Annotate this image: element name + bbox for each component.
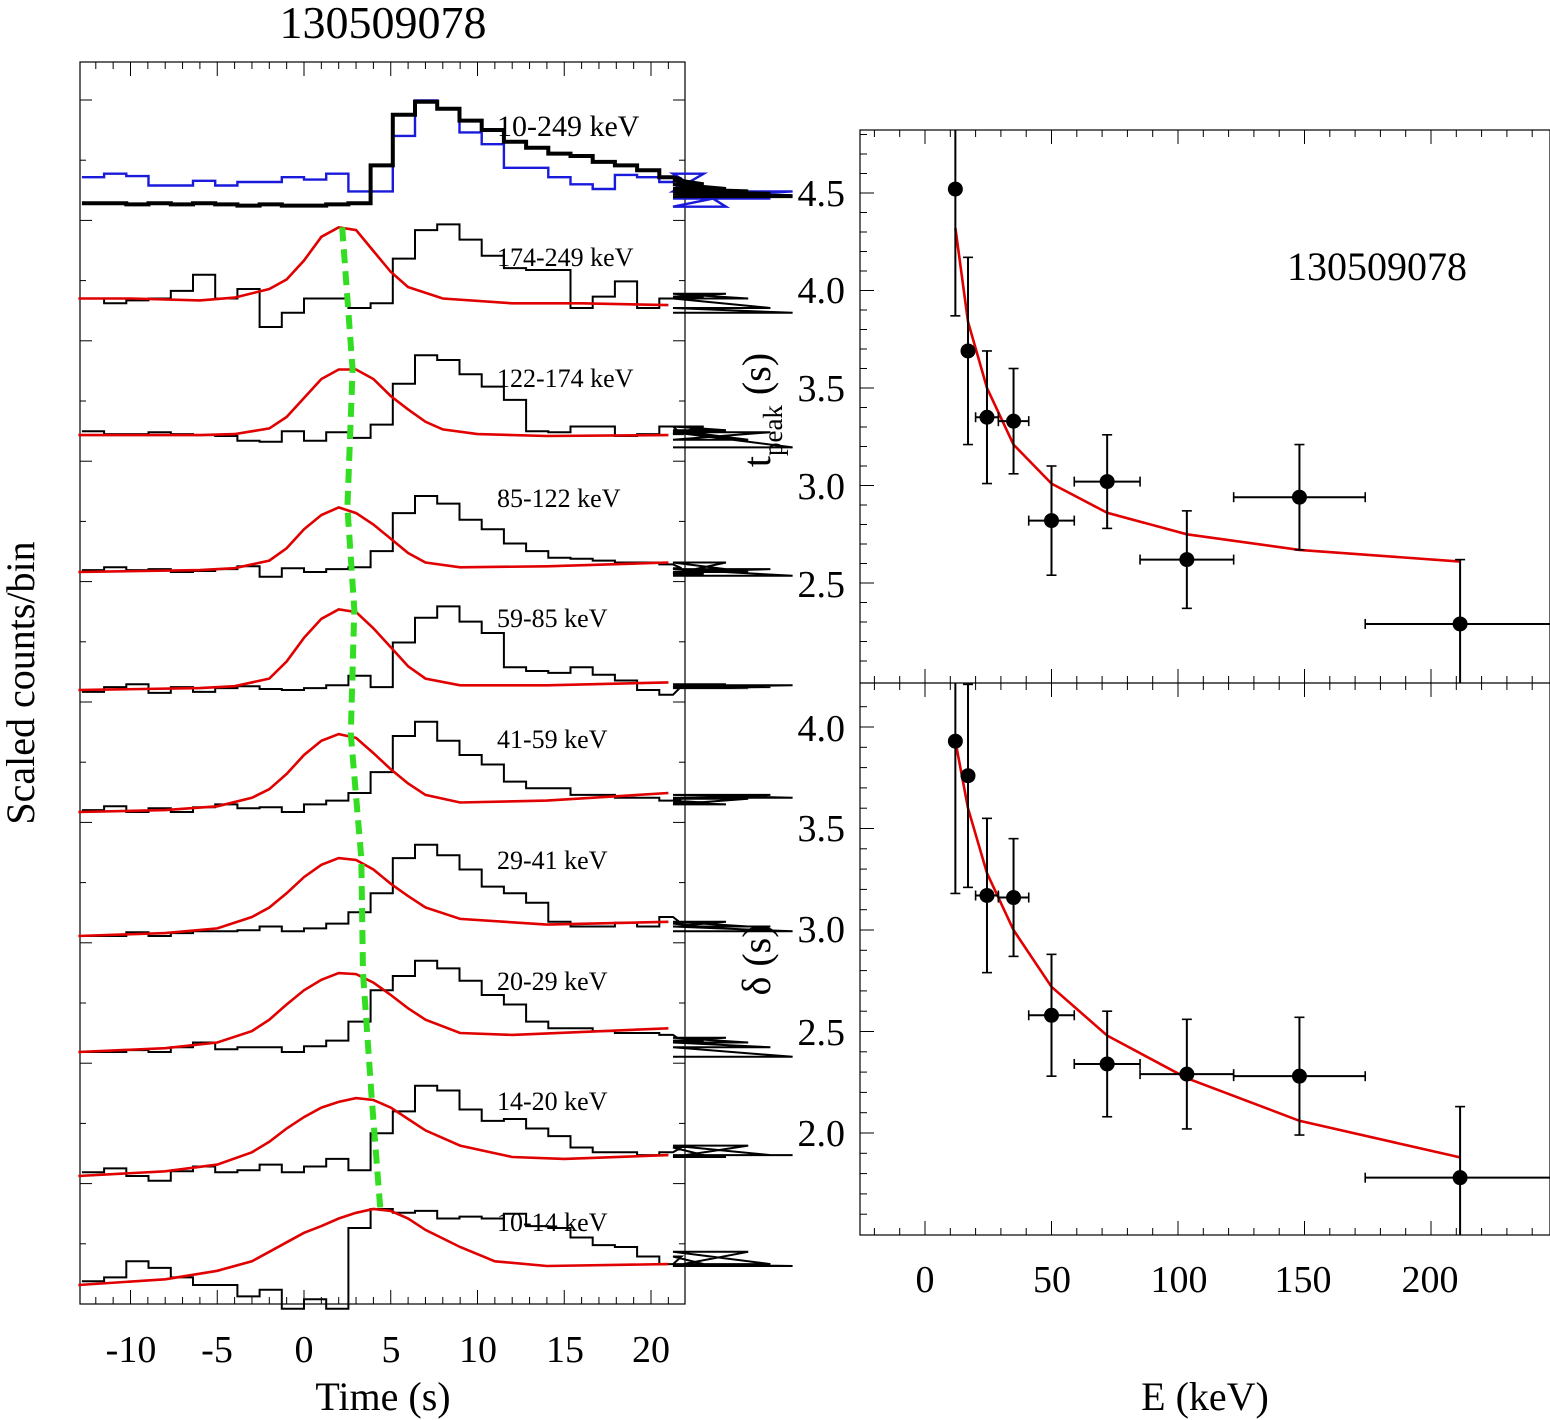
top-y-tick-label: 4.5 — [798, 173, 846, 215]
left-panel: 130509078 -10 -5 0 5 10 15 20 Time (s) S… — [0, 0, 793, 1419]
data-point — [979, 409, 995, 425]
band-label: 85-122 keV — [497, 484, 621, 513]
lightcurve-histogram — [81, 354, 793, 449]
lightcurve-histogram — [81, 99, 793, 208]
left-x-tick-label: 0 — [295, 1329, 314, 1371]
left-y-axis-label: Scaled counts/bin — [0, 541, 43, 824]
bottom-y-tick-label: 3.0 — [798, 909, 846, 951]
band-label: 122-174 keV — [497, 364, 634, 393]
band-label: 41-59 keV — [497, 725, 608, 754]
peak-trend — [339, 227, 384, 1210]
fit-curve — [954, 740, 1461, 1159]
left-x-tick-label: 20 — [632, 1329, 670, 1371]
data-point — [1099, 474, 1115, 490]
lightcurve-fit — [78, 607, 669, 692]
left-x-tick-label: 5 — [382, 1329, 401, 1371]
data-point — [947, 733, 963, 749]
right-x-tick-label: 150 — [1275, 1259, 1332, 1301]
band-label: 10-249 keV — [497, 110, 640, 143]
data-point — [1452, 1170, 1468, 1186]
bottom-y-tick-label: 2.5 — [798, 1012, 846, 1054]
data-point — [1291, 1068, 1307, 1084]
top-y-tick-label: 3.5 — [798, 368, 846, 410]
left-axis-ticks — [80, 62, 685, 1304]
lightcurve-histogram — [81, 495, 793, 578]
lightcurve-histogram — [81, 1084, 793, 1182]
top-y-tick-label: 4.0 — [798, 270, 846, 312]
top-y-axis-label-main: t — [734, 456, 779, 467]
top-scatter — [947, 130, 1550, 683]
data-point — [1006, 413, 1022, 429]
lightcurve-histogram — [81, 1208, 793, 1310]
lightcurve-fit — [78, 732, 669, 814]
top-y-tick-label: 3.0 — [798, 466, 846, 508]
band-labels: 10-249 keV 174-249 keV 122-174 keV 85-12… — [497, 110, 640, 1237]
bottom-y-tick-labels: 2.0 2.5 3.0 3.5 4.0 — [798, 708, 846, 1155]
lightcurve-fit — [78, 1207, 669, 1287]
lightcurve-fit — [78, 856, 669, 938]
right-x-tick-labels: 0 50 100 150 200 — [916, 1259, 1459, 1301]
lightcurve-histogram — [81, 223, 793, 328]
left-x-tick-label: 15 — [546, 1329, 584, 1371]
bottom-y-tick-label: 3.5 — [798, 808, 846, 850]
left-x-tick-labels: -10 -5 0 5 10 15 20 — [106, 1329, 670, 1371]
band-label: 29-41 keV — [497, 846, 608, 875]
data-point — [1044, 1007, 1059, 1023]
top-y-axis-label-sub: peak — [758, 405, 788, 456]
lightcurve-fit — [78, 506, 669, 574]
top-y-tick-label: 2.5 — [798, 564, 846, 606]
left-x-tick-label: 10 — [459, 1329, 497, 1371]
data-point — [1179, 552, 1195, 568]
bottom-y-tick-label: 2.0 — [798, 1113, 846, 1155]
bottom-scatter — [947, 683, 1550, 1235]
left-x-tick-label: -5 — [201, 1329, 233, 1371]
bottom-y-tick-label: 4.0 — [798, 708, 846, 750]
right-x-tick-label: 0 — [916, 1259, 935, 1301]
lightcurve-histogram — [81, 843, 793, 937]
left-x-axis-label: Time (s) — [315, 1374, 450, 1419]
data-point — [960, 768, 976, 784]
left-x-tick-label: -10 — [106, 1329, 157, 1371]
lightcurve-fit — [78, 225, 669, 307]
left-panel-title: 130509078 — [280, 0, 487, 48]
right-x-tick-label: 100 — [1151, 1259, 1208, 1301]
lightcurve-fit — [78, 971, 669, 1054]
peak-trend-line — [339, 227, 384, 1210]
data-point — [1291, 489, 1307, 505]
lightcurve-fit — [78, 368, 669, 438]
data-point — [1044, 513, 1059, 529]
right-x-tick-label: 200 — [1402, 1259, 1459, 1301]
top-y-axis-label-unit: (s) — [734, 353, 779, 405]
data-point — [1099, 1056, 1115, 1072]
right-x-axis-label: E (keV) — [1141, 1374, 1269, 1419]
left-plot-frame — [79, 61, 686, 1305]
lightcurve-histogram — [81, 959, 793, 1058]
right-x-tick-label: 50 — [1033, 1259, 1071, 1301]
data-point — [960, 343, 976, 359]
lightcurve-histogram — [81, 605, 793, 696]
lightcurves — [78, 99, 793, 1310]
right-panel-label: 130509078 — [1287, 244, 1467, 289]
band-label: 20-29 keV — [497, 967, 608, 996]
data-point — [1179, 1066, 1195, 1082]
band-label: 10-14 keV — [497, 1208, 608, 1237]
top-y-tick-labels: 2.5 3.0 3.5 4.0 4.5 — [798, 173, 846, 606]
right-panel: 130509078 2.5 3.0 3.5 4.0 4.5 2.0 2.5 3.… — [734, 129, 1550, 1419]
data-point — [1006, 890, 1022, 906]
data-point — [979, 887, 995, 903]
band-label: 14-20 keV — [497, 1087, 608, 1116]
band-label: 59-85 keV — [497, 604, 608, 633]
data-point — [1452, 616, 1468, 632]
data-point — [947, 181, 963, 197]
top-y-axis-label: tpeak (s) — [734, 353, 788, 467]
bottom-y-axis-label: δ (s) — [734, 924, 779, 995]
lightcurve-fit — [78, 1096, 669, 1178]
right-axis-ticks — [860, 130, 1533, 1235]
